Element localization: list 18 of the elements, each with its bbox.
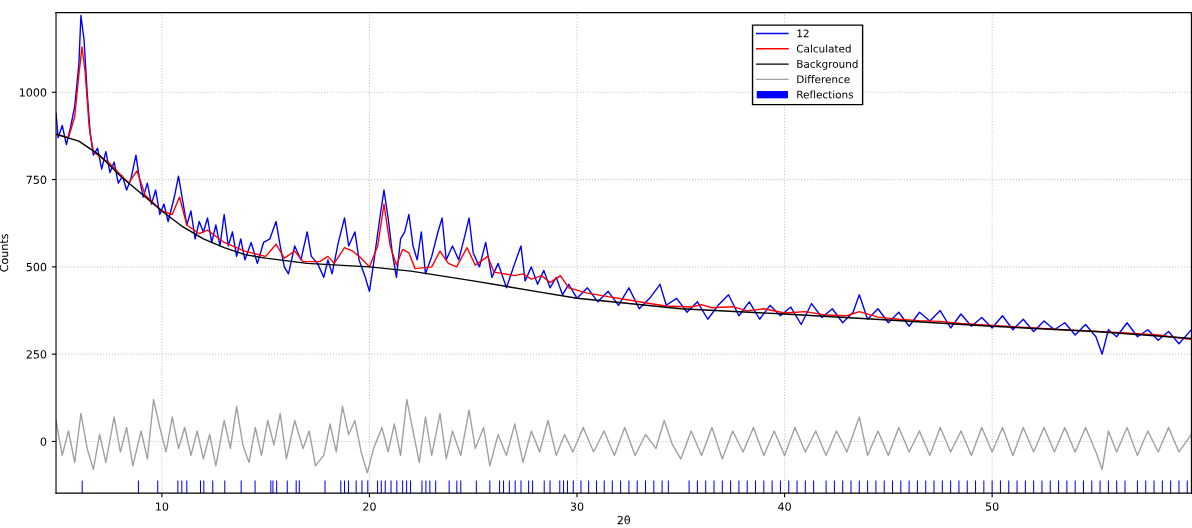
legend-label: Reflections — [797, 90, 854, 99]
x-axis-title: 2θ — [617, 515, 631, 525]
y-tick-label: 0 — [40, 437, 47, 446]
legend-label: Difference — [797, 75, 850, 84]
y-axis-title: Counts — [0, 234, 9, 272]
x-tick-label: 50 — [985, 502, 999, 511]
y-tick-label: 750 — [26, 175, 47, 184]
y-tick-label: 500 — [26, 262, 47, 272]
line-series — [56, 398, 1192, 474]
legend-label: Background — [797, 59, 858, 70]
x-tick-label: 40 — [778, 502, 791, 511]
legend-label: 12 — [797, 29, 809, 38]
x-tick-label: 10 — [156, 502, 169, 511]
x-tick-label: 30 — [570, 502, 584, 511]
y-tick-label: 250 — [26, 350, 47, 359]
legend-label: Calculated — [796, 44, 851, 53]
x-tick-label: 20 — [363, 502, 376, 511]
y-tick-label: 1000 — [19, 88, 47, 97]
